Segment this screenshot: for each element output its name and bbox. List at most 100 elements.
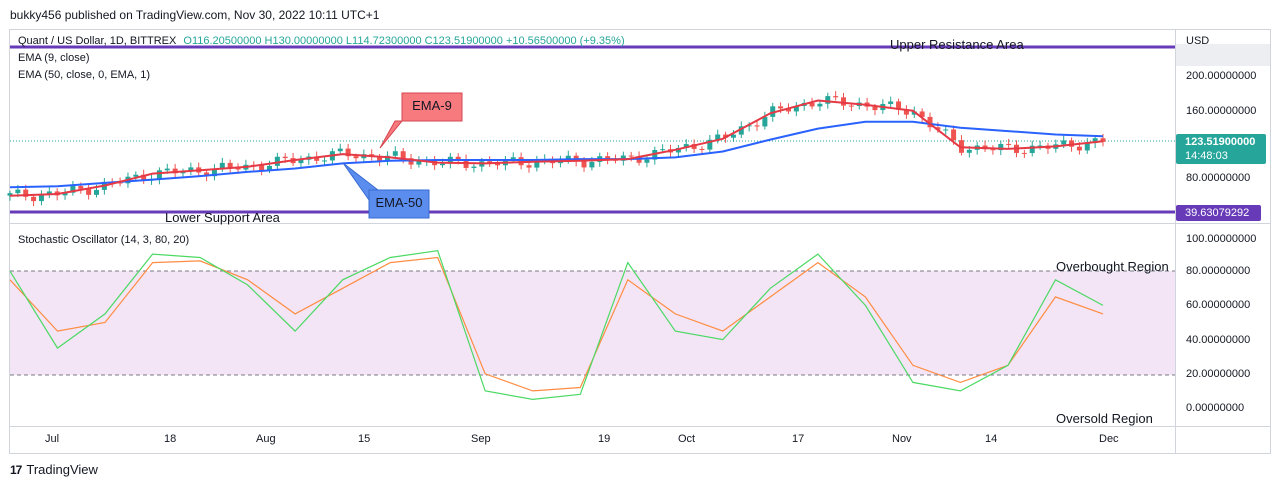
candle-up	[746, 125, 752, 127]
candle-down	[78, 186, 84, 189]
legend-ohlc: O116.20500000 H130.00000000 L114.7230000…	[183, 35, 625, 47]
time-tick-17: 17	[792, 433, 805, 445]
candle-down	[23, 189, 29, 197]
currency-strip	[1176, 44, 1270, 66]
candle-up	[738, 126, 744, 135]
ema9-line	[9, 99, 1104, 197]
time-tick-15: 15	[358, 433, 371, 445]
candle-down	[314, 156, 320, 161]
legend-symbol: Quant / US Dollar, 1D, BITTREX	[18, 35, 177, 47]
candle-up	[266, 165, 272, 171]
time-tick-aug: Aug	[256, 433, 276, 445]
candle-up	[793, 105, 799, 112]
stoch-tick-20: 20.00000000	[1186, 368, 1251, 380]
ema50-line	[9, 120, 1104, 189]
lower-support-label: Lower Support Area	[165, 210, 280, 225]
candle-up	[1029, 145, 1035, 154]
legend-stochastic[interactable]: Stochastic Oscillator (14, 3, 80, 20)	[18, 234, 190, 246]
candle-up	[337, 148, 343, 152]
price-tick-200: 200.00000000	[1186, 70, 1257, 82]
candle-up	[1061, 140, 1067, 145]
candle-down	[699, 148, 705, 150]
tradingview-logo-icon: 17	[10, 462, 22, 477]
upper-resistance-label: Upper Resistance Area	[890, 37, 1024, 52]
stoch-k-line	[9, 250, 1104, 401]
support-price-tag[interactable]: 39.63079292	[1176, 205, 1261, 221]
time-tick-dec: Dec	[1099, 433, 1119, 445]
candle-up	[589, 161, 595, 168]
candle-up	[322, 160, 328, 162]
price-tick-160: 160.00000000	[1186, 105, 1257, 117]
time-tick-14: 14	[985, 433, 998, 445]
candle-down	[809, 102, 815, 107]
candle-down	[896, 101, 902, 110]
candle-down	[903, 109, 909, 115]
candle-up	[660, 149, 666, 151]
candle-down	[400, 151, 406, 159]
candle-down	[353, 156, 359, 159]
legend-symbol-line: Quant / US Dollar, 1D, BITTREX O116.2050…	[18, 35, 625, 47]
candle-down	[833, 96, 839, 98]
candle-up	[133, 174, 139, 177]
candles-group	[7, 91, 1106, 207]
candle-up	[762, 116, 768, 127]
candle-up	[565, 155, 571, 161]
candle-up	[298, 159, 304, 164]
time-tick-oct: Oct	[678, 433, 696, 445]
stoch-tick-0: 0.00000000	[1186, 402, 1245, 414]
candle-up	[730, 134, 736, 138]
candle-up	[534, 160, 540, 168]
candle-up	[888, 101, 894, 105]
candle-up	[219, 162, 225, 169]
candle-down	[259, 165, 265, 171]
candle-up	[70, 186, 76, 193]
ema9-callout-text: EMA-9	[412, 98, 452, 113]
candle-down	[785, 108, 791, 112]
candle-up	[510, 157, 516, 159]
candle-down	[935, 127, 941, 130]
support-price-value: 39.63079292	[1185, 207, 1250, 219]
candle-down	[581, 161, 587, 168]
candle-up	[675, 147, 681, 153]
candle-up	[156, 170, 162, 180]
candle-down	[919, 111, 925, 117]
time-tick-18: 18	[164, 433, 177, 445]
candle-up	[392, 151, 398, 156]
candle-down	[1076, 146, 1082, 151]
candle-up	[770, 106, 776, 117]
candle-up	[38, 194, 44, 202]
stoch-tick-80: 80.00000000	[1186, 265, 1251, 277]
candle-up	[7, 193, 13, 196]
legend-ema50[interactable]: EMA (50, close, 0, EMA, 1)	[18, 69, 151, 81]
candle-down	[951, 129, 957, 141]
candle-up	[188, 167, 194, 172]
candle-up	[644, 159, 650, 163]
candle-down	[841, 97, 847, 106]
candle-up	[471, 166, 477, 168]
stoch-d-line	[9, 256, 1104, 392]
candle-down	[172, 168, 178, 174]
price-tick-80: 80.00000000	[1186, 172, 1251, 184]
candle-down	[848, 105, 854, 107]
candle-up	[274, 156, 280, 166]
candle-down	[455, 156, 461, 160]
candle-down	[1006, 143, 1012, 145]
candle-down	[495, 163, 501, 166]
candle-up	[164, 168, 170, 171]
candle-down	[86, 188, 92, 195]
time-tick-sep: Sep	[471, 433, 491, 445]
footer[interactable]: 17 TradingView	[10, 462, 98, 477]
candle-down	[204, 172, 210, 177]
ema50-callout-text: EMA-50	[375, 195, 423, 210]
candle-down	[235, 167, 241, 170]
candle-up	[15, 189, 21, 194]
last-price-tag[interactable]: 123.51900000 14:48:03	[1176, 134, 1266, 164]
candle-up	[998, 143, 1004, 151]
stoch-tick-60: 60.00000000	[1186, 299, 1251, 311]
candle-up	[1037, 145, 1043, 147]
candle-down	[345, 148, 351, 157]
legend-ema9[interactable]: EMA (9, close)	[18, 52, 90, 64]
candle-up	[93, 189, 99, 195]
candle-up	[211, 168, 217, 177]
